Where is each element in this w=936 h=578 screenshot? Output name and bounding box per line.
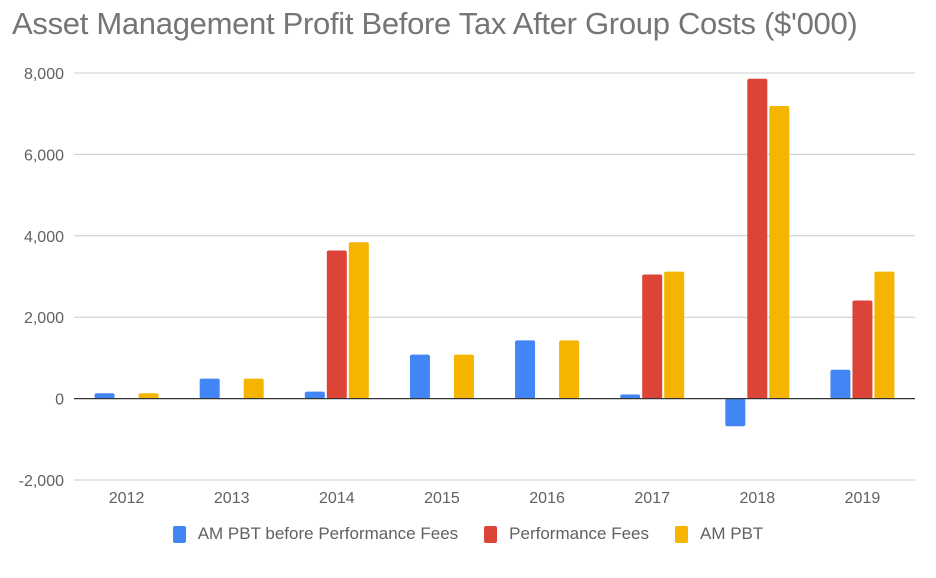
legend-label: AM PBT before Performance Fees	[197, 524, 459, 543]
x-tick-label: 2019	[845, 490, 881, 507]
bar-am-pbt-before-performance-fees-2016	[515, 340, 536, 399]
bar-performance-fees-2014	[326, 250, 347, 399]
x-axis-labels: 2012 2013 2014 2015 2016 2017 2018 2019	[109, 490, 881, 507]
legend-label: AM PBT	[700, 524, 764, 543]
legend-item: AM PBT	[675, 524, 763, 544]
x-tick-label: 2012	[109, 490, 145, 507]
legend-swatch	[172, 525, 186, 543]
y-tick-label: 6,000	[24, 147, 64, 164]
bar-am-pbt-2016	[559, 340, 580, 399]
legend-item: AM PBT before Performance Fees	[172, 524, 459, 544]
y-tick-label: 0	[55, 392, 64, 409]
bar-am-pbt-2018	[769, 105, 790, 399]
bar-am-pbt-before-performance-fees-2015	[409, 354, 430, 399]
bar-am-pbt-before-performance-fees-2019	[830, 369, 851, 399]
bar-performance-fees-2017	[642, 274, 663, 399]
bars	[94, 78, 895, 427]
legend-label: Performance Fees	[509, 524, 649, 543]
bar-am-pbt-2019	[874, 271, 895, 399]
legend-swatch	[675, 525, 688, 543]
bar-am-pbt-2014	[348, 242, 369, 399]
legend: AM PBT before Performance Fees Performanc…	[0, 524, 936, 544]
bar-am-pbt-before-performance-fees-2018	[725, 398, 746, 427]
bar-am-pbt-2013	[243, 378, 264, 399]
y-tick-label: -2,000	[19, 473, 64, 490]
y-axis-labels: -2,000 0 2,000 4,000 6,000 8,000	[19, 66, 64, 490]
y-tick-label: 2,000	[24, 310, 64, 327]
y-tick-label: 4,000	[24, 229, 64, 246]
x-tick-label: 2014	[319, 490, 355, 507]
bar-am-pbt-2015	[453, 354, 474, 399]
bar-am-pbt-before-performance-fees-2012	[94, 393, 115, 399]
bar-am-pbt-before-performance-fees-2013	[199, 378, 220, 399]
bar-am-pbt-2017	[664, 271, 685, 399]
bar-am-pbt-before-performance-fees-2017	[620, 394, 641, 399]
bar-am-pbt-2012	[138, 393, 159, 399]
x-tick-label: 2015	[424, 490, 460, 507]
x-tick-label: 2016	[529, 490, 565, 507]
legend-swatch	[484, 525, 498, 543]
bar-performance-fees-2019	[852, 300, 873, 399]
bar-am-pbt-before-performance-fees-2014	[304, 391, 325, 399]
y-tick-label: 8,000	[24, 66, 64, 83]
x-tick-label: 2017	[634, 490, 670, 507]
legend-item: Performance Fees	[484, 524, 649, 544]
bar-performance-fees-2018	[747, 78, 768, 399]
x-tick-label: 2018	[740, 490, 776, 507]
chart-title: Asset Management Profit Before Tax After…	[12, 6, 858, 41]
x-tick-label: 2013	[214, 490, 250, 507]
